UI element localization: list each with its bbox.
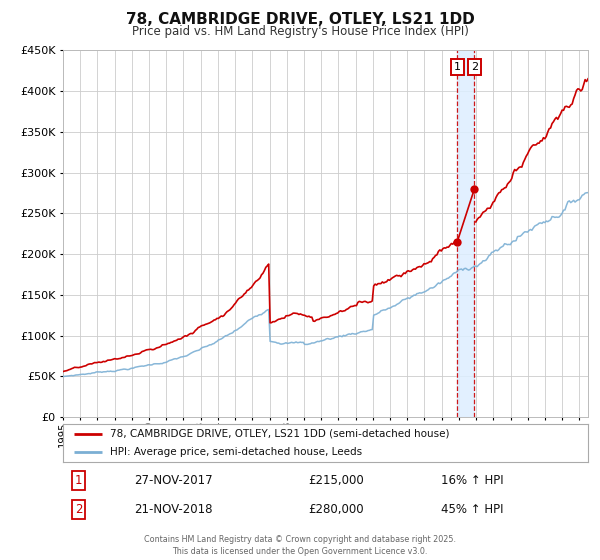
Text: 1: 1 [75, 474, 83, 487]
Text: 27-NOV-2017: 27-NOV-2017 [134, 474, 212, 487]
Bar [457, 50, 475, 417]
Text: Contains HM Land Registry data © Crown copyright and database right 2025.
This d: Contains HM Land Registry data © Crown c… [144, 535, 456, 556]
Text: HPI: Average price, semi-detached house, Leeds: HPI: Average price, semi-detached house,… [110, 447, 362, 457]
Text: 78, CAMBRIDGE DRIVE, OTLEY, LS21 1DD: 78, CAMBRIDGE DRIVE, OTLEY, LS21 1DD [125, 12, 475, 27]
Text: 2: 2 [75, 503, 83, 516]
Text: 21-NOV-2018: 21-NOV-2018 [134, 503, 212, 516]
Text: 1: 1 [454, 62, 461, 72]
Text: 45% ↑ HPI: 45% ↑ HPI [441, 503, 504, 516]
Text: £215,000: £215,000 [308, 474, 364, 487]
Text: 78, CAMBRIDGE DRIVE, OTLEY, LS21 1DD (semi-detached house): 78, CAMBRIDGE DRIVE, OTLEY, LS21 1DD (se… [110, 429, 450, 439]
Text: £280,000: £280,000 [308, 503, 364, 516]
Text: 2: 2 [471, 62, 478, 72]
Text: 16% ↑ HPI: 16% ↑ HPI [441, 474, 504, 487]
Text: Price paid vs. HM Land Registry's House Price Index (HPI): Price paid vs. HM Land Registry's House … [131, 25, 469, 38]
